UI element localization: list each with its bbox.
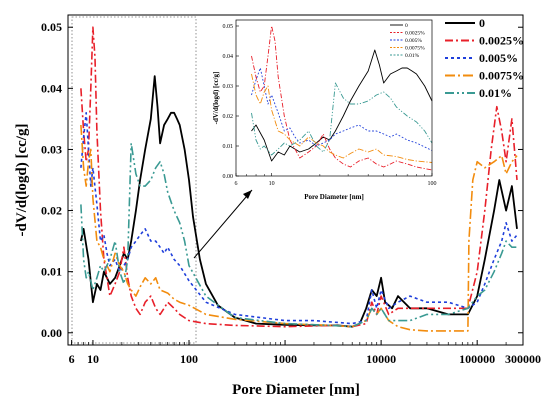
x-tick-label: 100000 — [459, 352, 495, 366]
series-line-0-0075 — [80, 124, 518, 332]
inset-series-line-0-0075 — [251, 73, 433, 163]
inset-y-tick-label: 0.00 — [223, 174, 234, 180]
inset-y-tick-label: 0.02 — [223, 114, 234, 120]
y-tick-label: 0.03 — [41, 142, 62, 156]
y-tick-label: 0.00 — [41, 326, 62, 340]
y-tick-label: 0.04 — [41, 81, 62, 95]
main-axes: 0.000.010.020.030.040.056 10 100 1000 10000 1… — [41, 20, 541, 366]
series-line-0-0025 — [80, 26, 518, 328]
inset-series-line-0-0025 — [251, 25, 433, 171]
x-tick-label: 10000 — [366, 352, 396, 366]
y-tick-label: 0.05 — [41, 20, 62, 34]
inset-legend: 0 0.0025%0.005% 0.0075%0.01% — [390, 23, 425, 59]
inset-legend-label: 0 — [405, 23, 408, 29]
zoom-region-box — [71, 16, 197, 344]
x-tick-label: 100 — [180, 352, 198, 366]
main-plot-area — [80, 26, 518, 332]
inset-series-line-0 — [251, 49, 433, 162]
main-legend: 0 0.0025% 0.005% 0.0075% 0.01% — [445, 16, 524, 100]
legend-label: 0 — [479, 16, 485, 30]
legend-label: 0.0025% — [479, 34, 524, 48]
main-plot-frame — [67, 14, 524, 346]
inset-frame — [235, 19, 433, 177]
y-tick-label: 0.01 — [41, 265, 62, 279]
inset-x-tick-label: 10 — [269, 181, 275, 187]
legend-label: 0.01% — [479, 86, 512, 100]
legend-label: 0.005% — [479, 51, 518, 65]
inset-axes: 0.00 0.01 0.02 0.03 0.04 0.05 6 10 100 — [223, 24, 437, 187]
inset-legend-label: 0.005% — [405, 38, 422, 44]
inset-y-tick-label: 0.04 — [223, 54, 234, 60]
x-tick-label: 1000 — [273, 352, 297, 366]
x-axis-title: Pore Diameter [nm] — [232, 382, 360, 398]
inset-y-tick-label: 0.05 — [223, 24, 234, 30]
x-tick-label: 6 — [69, 352, 75, 366]
zoom-arrow-head — [243, 190, 252, 199]
inset-y-axis-title: -dV/d(logd) [cc/g] — [212, 72, 220, 125]
inset-x-axis-title: Pore Diameter [nm] — [304, 193, 364, 201]
inset-legend-label: 0.01% — [405, 53, 420, 59]
y-tick-label: 0.02 — [41, 204, 62, 218]
inset-legend-label: 0.0025% — [405, 31, 425, 37]
inset-y-tick-label: 0.03 — [223, 84, 234, 90]
x-tick-label: 10 — [87, 352, 99, 366]
legend-label: 0.0075% — [479, 69, 524, 83]
inset-x-tick-label: 100 — [428, 181, 437, 187]
inset-plot-area — [251, 25, 433, 171]
zoom-arrow — [193, 189, 253, 259]
x-tick-label: 300000 — [505, 352, 541, 366]
y-axis-title: -dV/d(logd) [cc/g] — [14, 124, 30, 237]
series-line-0-005 — [80, 112, 518, 325]
inset-legend-label: 0.0075% — [405, 46, 425, 52]
inset-x-tick-label: 6 — [235, 181, 238, 187]
inset-series-line-0-005 — [251, 67, 433, 151]
inset-y-tick-label: 0.01 — [223, 144, 234, 150]
inset-background — [236, 20, 432, 176]
inset-series-line-0-01 — [251, 82, 433, 156]
